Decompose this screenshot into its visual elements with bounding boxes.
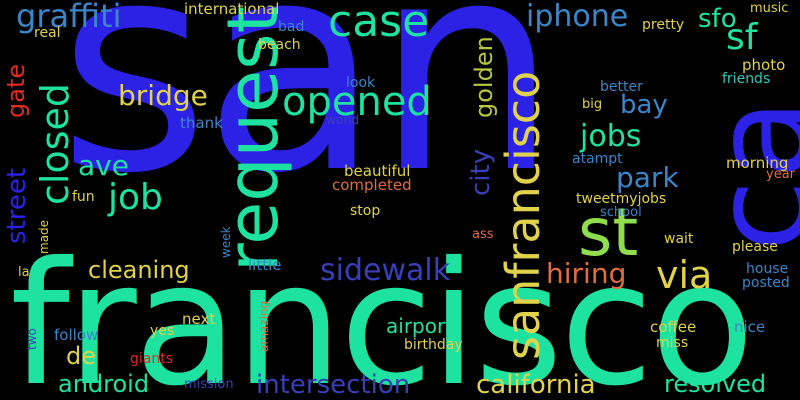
word-california: california <box>476 370 596 400</box>
word-opened: opened <box>282 79 432 125</box>
word-la: la <box>18 265 30 280</box>
word-sfo: sfo <box>698 4 737 34</box>
word-nice: nice <box>734 318 766 336</box>
word-coffee: coffee <box>650 318 697 336</box>
word-ave: ave <box>78 149 129 182</box>
word-mission: mission <box>184 377 234 392</box>
word-real: real <box>34 25 61 41</box>
word-posted: posted <box>742 275 790 291</box>
word-next: next <box>182 310 216 328</box>
word-look: look <box>346 75 376 91</box>
word-year: year <box>766 167 796 182</box>
word-ass: ass <box>472 227 494 242</box>
word-jobs: jobs <box>580 119 642 154</box>
word-made: made <box>37 219 51 254</box>
word-park: park <box>616 161 679 194</box>
word-francisco: francisco <box>10 226 754 400</box>
word-atampt: atampt <box>572 151 623 167</box>
word-stop: stop <box>350 203 381 219</box>
word-friends: friends <box>722 71 771 87</box>
word-de: de <box>66 342 96 370</box>
word-iphone: iphone <box>526 0 629 34</box>
word-sanfrancisco: sanfrancisco <box>496 70 550 360</box>
word-bridge: bridge <box>118 79 208 112</box>
word-beautiful: beautiful <box>344 162 411 180</box>
word-birthday: birthday <box>404 337 463 353</box>
word-beach: beach <box>258 37 301 53</box>
word-week: week <box>219 226 233 258</box>
word-hiring: hiring <box>546 257 627 290</box>
word-international: international <box>184 0 280 18</box>
word-intersection: intersection <box>256 370 411 400</box>
word-st: st <box>578 194 639 271</box>
word-please: please <box>732 239 778 255</box>
word-music: music <box>750 1 789 16</box>
word-world: world <box>326 113 360 127</box>
word-sidewalk: sidewalk <box>320 253 451 288</box>
word-wait: wait <box>664 231 694 247</box>
word-cleaning: cleaning <box>88 256 190 284</box>
word-better: better <box>600 79 643 95</box>
word-fun: fun <box>72 189 95 205</box>
word-resolved: resolved <box>664 370 767 398</box>
word-gate: gate <box>2 63 30 118</box>
word-giants: giants <box>130 351 174 367</box>
word-sf: sf <box>726 17 758 58</box>
word-graffiti: graffiti <box>16 0 122 35</box>
word-golden: golden <box>470 36 498 118</box>
word-airport: airport <box>386 314 454 338</box>
word-street: street <box>2 167 32 244</box>
word-house: house <box>746 261 789 277</box>
word-case: case <box>328 0 430 47</box>
word-amazing: amazing <box>257 300 271 352</box>
word-closed: closed <box>33 83 77 205</box>
word-san: san <box>58 0 559 237</box>
word-follow: follow <box>54 326 99 344</box>
word-morning: morning <box>726 154 789 172</box>
word-yes: yes <box>150 323 175 339</box>
word-pretty: pretty <box>642 17 685 33</box>
word-school: school <box>600 205 642 220</box>
word-thank: thank <box>180 114 223 132</box>
word-via: via <box>656 253 713 297</box>
word-completed: completed <box>332 176 412 194</box>
word-job: job <box>108 177 163 218</box>
word-city: city <box>466 148 496 196</box>
word-big: big <box>582 97 603 112</box>
word-photo: photo <box>742 56 786 74</box>
word-bad: bad <box>278 19 305 35</box>
word-android: android <box>58 370 150 398</box>
word-bay: bay <box>620 90 668 120</box>
word-tweetmyjobs: tweetmyjobs <box>576 191 667 207</box>
word-miss: miss <box>656 335 689 351</box>
word-two: two <box>25 328 39 350</box>
word-little: little <box>248 256 282 274</box>
